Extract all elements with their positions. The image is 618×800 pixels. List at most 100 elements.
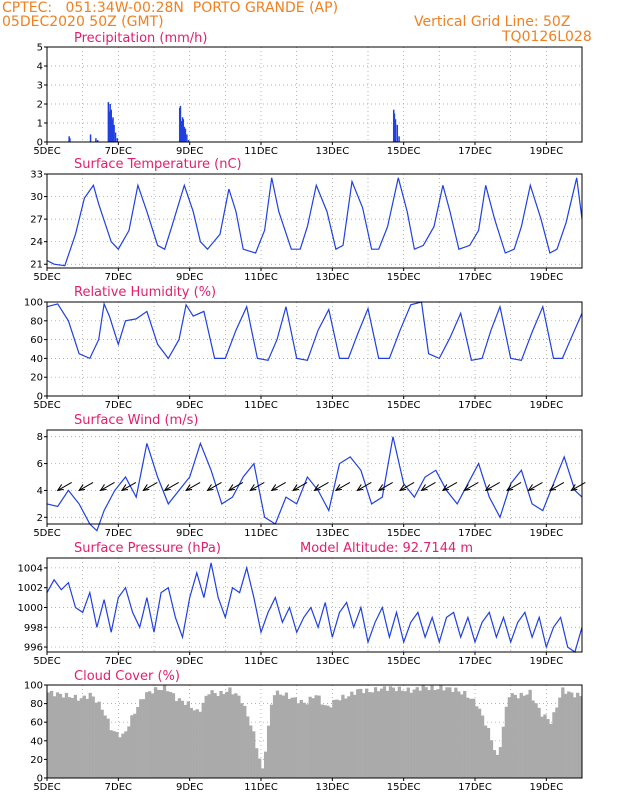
- cloud-bar: [385, 690, 390, 778]
- cloud-bar: [82, 695, 86, 778]
- panel-title: Relative Humidity (%): [74, 285, 216, 300]
- wind-arrow: [378, 481, 393, 491]
- cloud-bar: [219, 691, 223, 778]
- x-tick-label: 17DEC: [458, 272, 492, 283]
- cloud-bar: [579, 696, 583, 778]
- cloud-bar: [507, 697, 511, 778]
- y-tick-label: 4: [37, 486, 43, 497]
- y-tick-label: 1004: [18, 563, 43, 574]
- y-tick-label: 100: [24, 681, 43, 692]
- cloud-bar: [195, 709, 199, 778]
- cloud-bar: [463, 690, 467, 778]
- cloud-bar: [189, 707, 193, 778]
- cloud-bar: [412, 689, 416, 778]
- model-code: TQ0126L028: [502, 29, 592, 45]
- cloud-bar: [388, 686, 393, 778]
- y-tick-label: 30: [30, 192, 43, 203]
- wind-arrow-head: [163, 484, 171, 492]
- cloud-bar: [174, 701, 179, 778]
- precip-bar: [182, 119, 185, 142]
- cloud-bar: [85, 698, 89, 778]
- cloud-bar: [49, 690, 54, 778]
- precip-bar: [108, 111, 110, 142]
- cloud-bar: [240, 703, 244, 778]
- cloud-bar: [171, 693, 176, 778]
- precip-bar: [186, 134, 188, 142]
- cloud-bar: [341, 694, 345, 778]
- cloud-bar: [311, 698, 315, 778]
- wind-arrow-head: [506, 484, 514, 492]
- cloud-bar: [91, 696, 95, 778]
- cloud-bar: [127, 726, 131, 778]
- x-tick-label: 7DEC: [105, 146, 132, 157]
- cloud-bar: [112, 731, 116, 778]
- cloud-bar: [519, 692, 523, 778]
- cloud-bar: [210, 690, 214, 778]
- y-tick-label: 20: [30, 373, 43, 384]
- cloud-bar: [231, 694, 235, 778]
- wind-arrow-head: [206, 484, 214, 492]
- cloud-bar: [79, 698, 83, 778]
- cloud-bar: [290, 697, 294, 778]
- cloud-bar: [359, 688, 363, 778]
- x-tick-label: 19DEC: [529, 146, 563, 157]
- cloud-bar: [305, 704, 309, 778]
- cloud-bar: [373, 687, 378, 778]
- y-tick-label: 8: [37, 432, 43, 443]
- wind-arrow-head: [292, 484, 300, 492]
- wind-arrow: [549, 481, 565, 491]
- panel-frame: [46, 173, 583, 269]
- cloud-bar: [252, 731, 256, 778]
- cloud-bar: [216, 695, 220, 778]
- cloud-bar: [243, 705, 247, 778]
- wind-arrow: [250, 481, 265, 491]
- cloud-bar: [567, 691, 571, 778]
- cloud-bar: [469, 698, 473, 778]
- panel-title: Cloud Cover (%): [74, 669, 180, 684]
- wind-arrow: [228, 481, 244, 491]
- cloud-bar: [537, 707, 541, 778]
- cloud-bar: [495, 754, 500, 778]
- cloud-bar: [549, 723, 553, 778]
- wind-arrow-head: [399, 484, 407, 492]
- wind-arrow-head: [313, 484, 321, 492]
- cloud-bar: [382, 686, 387, 778]
- cloud-bar: [475, 706, 479, 778]
- precip-bar: [113, 124, 115, 142]
- grid-note: Vertical Grid Line: 50Z: [414, 14, 571, 30]
- cloud-bar: [284, 692, 289, 778]
- wind-arrow: [314, 481, 329, 491]
- cloud-bar: [151, 693, 155, 778]
- cloud-bar: [154, 687, 158, 778]
- cloud-bar: [109, 730, 113, 778]
- panel-title: Surface Wind (m/s): [74, 413, 198, 428]
- wind-arrow-head: [99, 484, 107, 492]
- cloud-bar: [186, 701, 190, 778]
- x-tick-label: 13DEC: [315, 656, 349, 667]
- cloud-bar: [159, 690, 164, 778]
- cloud-bar: [130, 715, 134, 778]
- cloud-bar: [58, 693, 63, 778]
- cloud-bar: [266, 725, 271, 778]
- wind-arrow: [442, 481, 458, 491]
- cloud-bar: [249, 725, 253, 778]
- x-tick-label: 15DEC: [387, 146, 421, 157]
- cloud-bar: [293, 697, 297, 778]
- cloud-bar: [156, 689, 161, 778]
- cloud-bar: [338, 700, 342, 778]
- cloud-bar: [323, 705, 327, 778]
- y-tick-label: 2: [37, 513, 43, 524]
- cloud-bar: [451, 691, 455, 778]
- wind-arrow-head: [227, 484, 235, 492]
- wind-arrow: [207, 481, 222, 491]
- wind-arrow-head: [548, 484, 556, 492]
- cloud-bar: [100, 709, 104, 778]
- wind-arrow-head: [527, 484, 535, 492]
- x-tick-label: 15DEC: [387, 782, 421, 793]
- y-tick-label: 0: [37, 774, 43, 785]
- x-tick-label: 5DEC: [33, 146, 60, 157]
- precip-bar: [398, 136, 400, 142]
- y-tick-label: 24: [30, 237, 43, 248]
- cloud-bar: [115, 731, 119, 778]
- cloud-bar: [261, 768, 265, 778]
